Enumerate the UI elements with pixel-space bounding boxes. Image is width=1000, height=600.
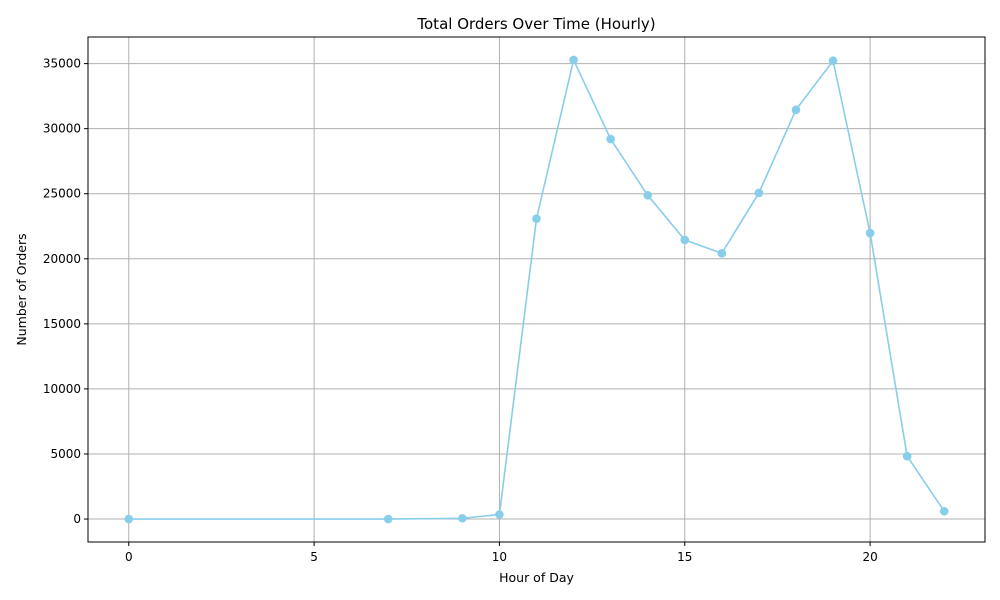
y-tick-label: 15000 — [43, 317, 81, 331]
data-point — [495, 510, 504, 519]
y-axis-label: Number of Orders — [14, 233, 29, 345]
axis-ticks: 0 5 10 15 20 0 5000 10000 15000 20000 25000 30000 35… — [43, 57, 878, 564]
data-point — [717, 249, 727, 258]
plot-area-frame — [87, 36, 986, 543]
data-point — [383, 514, 393, 524]
data-point — [606, 134, 615, 144]
data-point — [643, 190, 652, 200]
data-point — [124, 514, 134, 524]
data-point — [569, 55, 578, 65]
data-point — [754, 188, 764, 198]
y-tick-label: 10000 — [43, 382, 81, 396]
y-tick-label: 5000 — [50, 447, 81, 461]
data-point — [532, 214, 541, 224]
data-point — [939, 506, 949, 516]
x-tick-label: 15 — [677, 550, 692, 564]
series-line — [128, 57, 945, 520]
y-tick-label: 20000 — [43, 252, 81, 266]
chart-title: Total Orders Over Time (Hourly) — [416, 15, 655, 33]
x-axis-label: Hour of Day — [499, 570, 574, 585]
x-tick-label: 5 — [310, 550, 318, 564]
x-tick-label: 20 — [862, 550, 877, 564]
data-point — [680, 235, 690, 245]
y-tick-label: 35000 — [43, 57, 81, 71]
data-point — [791, 105, 801, 115]
series-layer — [124, 55, 949, 524]
data-point — [458, 513, 467, 523]
data-point — [902, 451, 912, 461]
grid — [88, 37, 985, 542]
y-tick-label: 30000 — [43, 122, 81, 136]
data-point — [865, 228, 875, 238]
x-tick-label: 10 — [492, 550, 507, 564]
data-point — [828, 56, 838, 66]
x-tick-label: 0 — [125, 550, 133, 564]
y-tick-label: 25000 — [43, 187, 81, 201]
y-tick-label: 0 — [73, 512, 81, 526]
